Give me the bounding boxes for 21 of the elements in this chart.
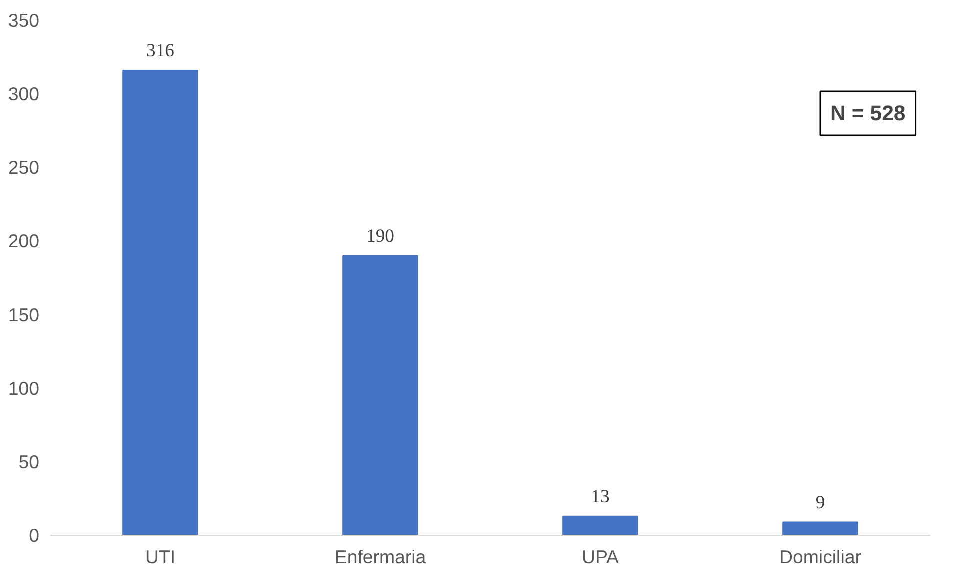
data-label: 316 [146, 40, 174, 62]
y-tick-label: 100 [8, 378, 40, 399]
x-tick-label: Domiciliar [780, 546, 862, 568]
y-tick-label: 250 [8, 157, 40, 178]
bar [122, 70, 198, 536]
bar [342, 255, 418, 536]
y-tick-label: 300 [8, 84, 40, 105]
data-label: 190 [366, 226, 394, 247]
x-tick-label: Enfermaria [334, 546, 427, 568]
data-label: 13 [591, 486, 610, 508]
x-tick-label: UPA [582, 546, 620, 568]
y-tick-label: 350 [8, 10, 40, 31]
y-tick-label: 50 [18, 451, 40, 472]
y-tick-label: 0 [29, 525, 40, 546]
bar [782, 522, 858, 536]
annotation: N = 528 [830, 102, 906, 126]
y-tick-label: 150 [8, 304, 40, 326]
data-label: 9 [816, 492, 826, 514]
y-tick-label: 200 [8, 230, 40, 252]
x-tick-label: UTI [145, 546, 176, 568]
bar [562, 516, 638, 536]
